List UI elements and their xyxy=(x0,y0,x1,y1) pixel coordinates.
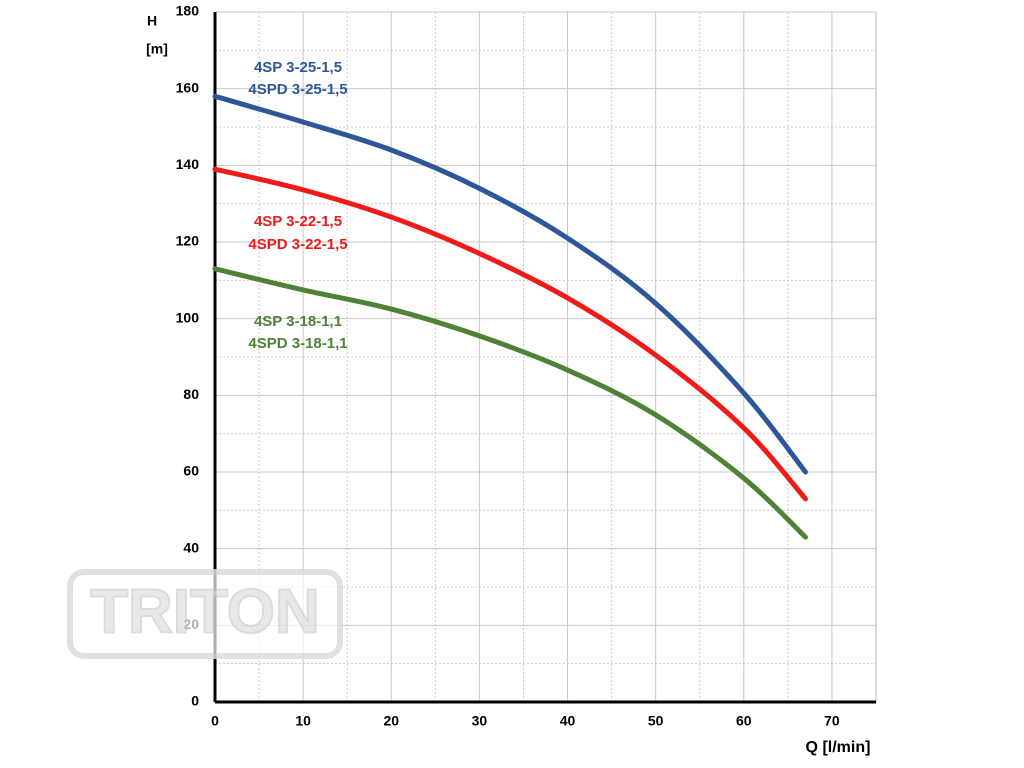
x-tick-label: 0 xyxy=(211,713,219,729)
series-label: 4SPD 3-22-1,5 xyxy=(248,236,347,253)
y-tick-label: 60 xyxy=(183,463,199,479)
x-tick-label: 20 xyxy=(383,713,399,729)
series-line xyxy=(212,266,808,540)
x-tick-label: 10 xyxy=(295,713,311,729)
x-tick-label: 40 xyxy=(560,713,576,729)
series-label: 4SP 3-25-1,5 xyxy=(254,59,342,76)
x-axis-label: Q [l/min] xyxy=(806,739,871,756)
series-label: 4SPD 3-18-1,1 xyxy=(248,335,347,352)
x-tick-label: 50 xyxy=(648,713,664,729)
y-tick-label: 80 xyxy=(183,386,199,402)
series-line xyxy=(212,166,808,502)
y-tick-label: 120 xyxy=(176,233,200,249)
y-tick-label: 100 xyxy=(176,309,200,325)
y-tick-label: 40 xyxy=(183,539,199,555)
y-tick-label: 140 xyxy=(176,156,200,172)
watermark: TRITON xyxy=(67,569,343,659)
y-axis-label: [m] xyxy=(146,41,168,57)
series-label: 4SP 3-18-1,1 xyxy=(254,313,342,330)
series-line xyxy=(212,93,808,475)
y-tick-label: 0 xyxy=(191,693,199,709)
watermark-text: TRITON xyxy=(90,577,320,646)
x-tick-label: 70 xyxy=(824,713,840,729)
x-tick-label: 30 xyxy=(472,713,488,729)
y-tick-label: 180 xyxy=(176,3,200,19)
x-tick-label: 60 xyxy=(736,713,752,729)
series-label: 4SPD 3-25-1,5 xyxy=(248,81,347,98)
series-label: 4SP 3-22-1,5 xyxy=(254,213,342,230)
watermark-frame xyxy=(67,569,343,659)
y-tick-label: 160 xyxy=(176,79,200,95)
y-axis-label: H xyxy=(147,13,157,29)
